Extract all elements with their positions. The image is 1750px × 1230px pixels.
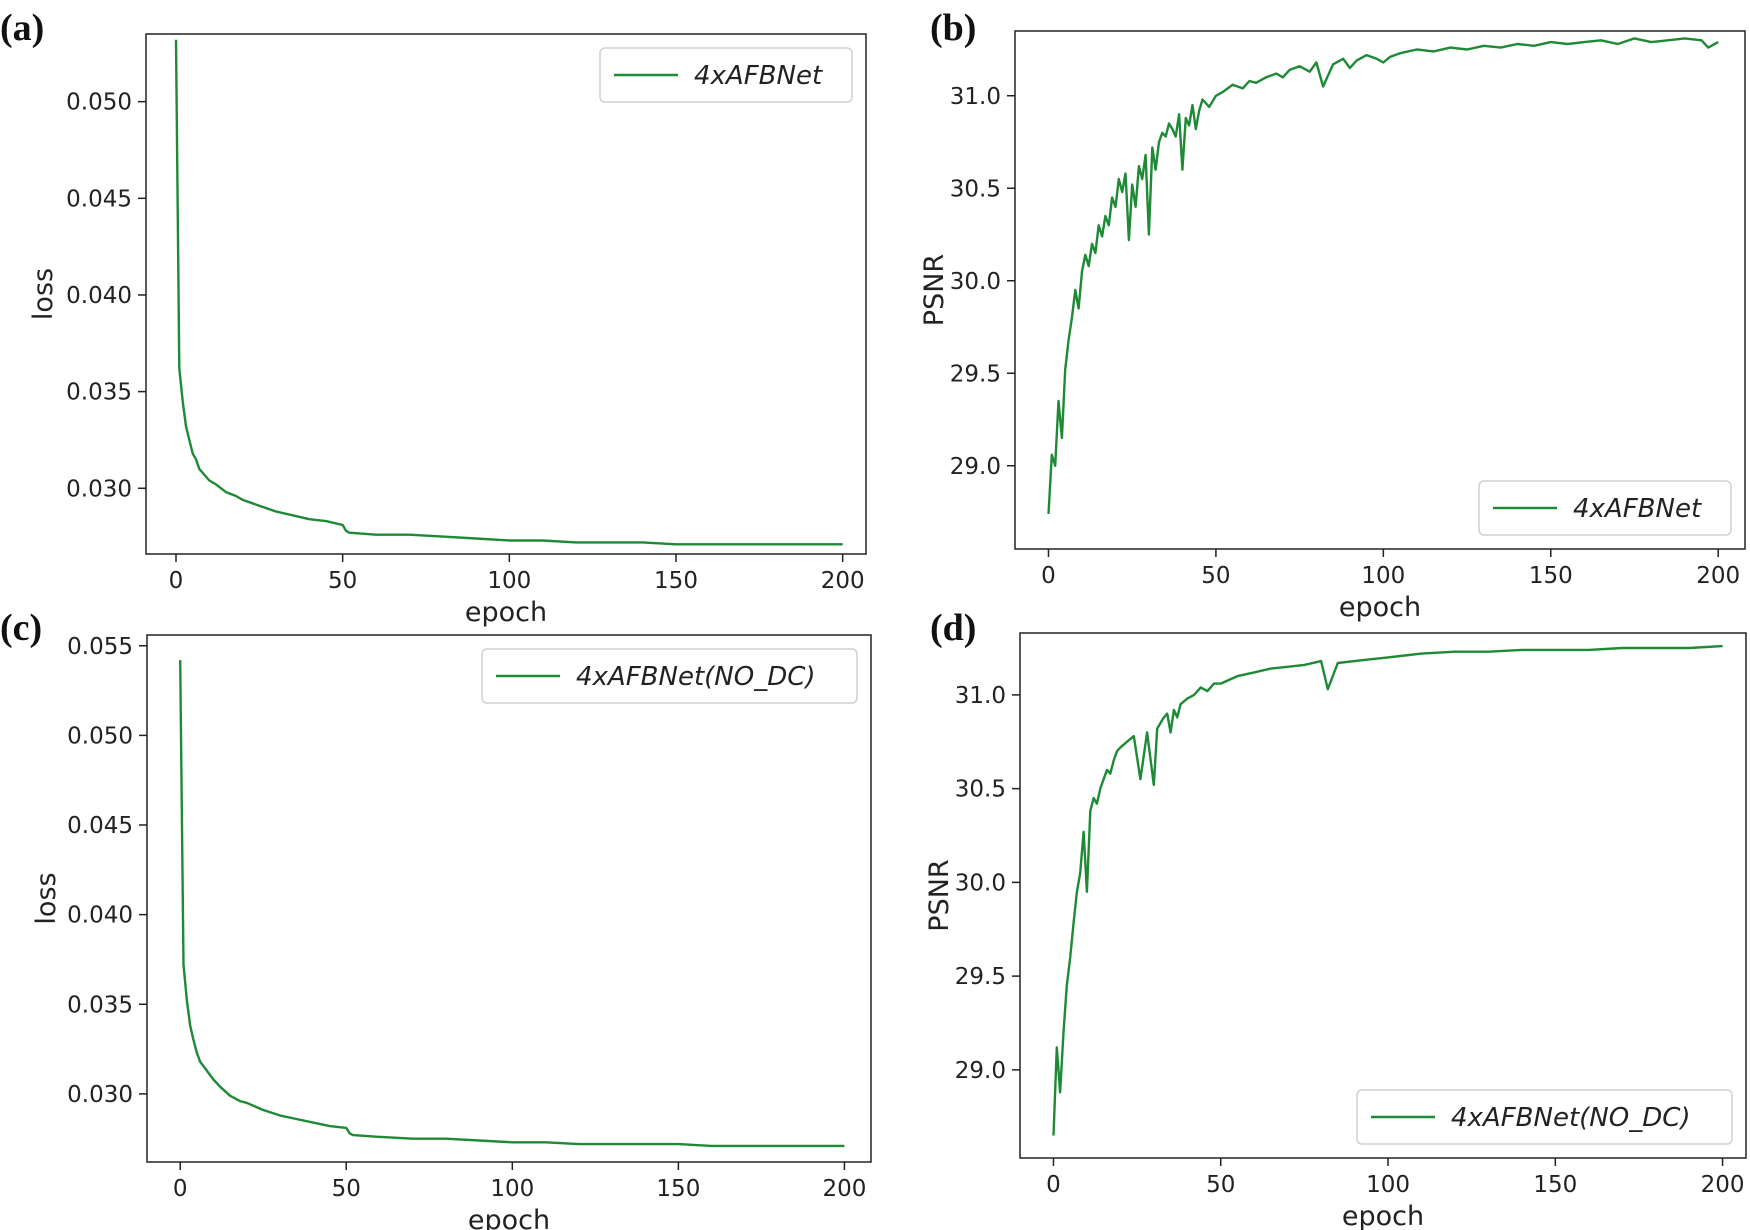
- legend-box: [599, 47, 853, 103]
- series-line-1: [174, 39, 843, 546]
- chart-panel-4: (d) 0 50 100 150 200 29.0 29.5 30.0 30.5 31.0 epoch…: [924, 607, 1747, 1230]
- chart-panel-1: (a) 0 50 100 150 200 0.030 0.035 0.040 0.045 0.050…: [0, 7, 867, 628]
- legend-entry: 4xAFBNet(NO_DC): [1451, 1103, 1691, 1133]
- x-tick-label: 50: [1206, 1172, 1235, 1198]
- x-tick-label: 100: [1366, 1172, 1410, 1198]
- legend: 4xAFBNet(NO_DC): [1356, 1089, 1733, 1145]
- y-tick-label: 0.050: [66, 90, 132, 116]
- legend: 4xAFBNet: [1478, 480, 1732, 536]
- x-axis-label: epoch: [468, 1205, 550, 1230]
- y-tick-label: 0.035: [66, 380, 132, 406]
- legend-entry: 4xAFBNet(NO_DC): [576, 662, 816, 692]
- y-axis-label: loss: [31, 872, 62, 924]
- series-line-1: [1052, 644, 1723, 1136]
- x-tick-label: 200: [1696, 563, 1740, 589]
- y-tick-label: 29.0: [955, 1058, 1006, 1084]
- x-tick-label: 0: [169, 568, 184, 594]
- x-tick-label: 150: [654, 568, 698, 594]
- x-axis-label: epoch: [465, 597, 547, 628]
- y-axis-label: loss: [28, 268, 59, 320]
- plot-frame: [1014, 30, 1746, 550]
- y-tick-label: 0.030: [66, 476, 132, 502]
- plot-frame: [145, 33, 867, 555]
- y-tick-label: 0.030: [67, 1082, 133, 1108]
- x-tick-label: 0: [173, 1176, 188, 1202]
- y-tick-label: 0.040: [66, 283, 132, 309]
- plot-frame: [146, 634, 872, 1163]
- legend-entry: 4xAFBNet: [694, 61, 823, 91]
- x-axis-label: epoch: [1342, 1201, 1424, 1230]
- y-tick-label: 30.5: [950, 176, 1001, 202]
- y-axis-label: PSNR: [924, 859, 955, 931]
- x-tick-label: 100: [490, 1176, 534, 1202]
- x-tick-label: 0: [1041, 563, 1056, 589]
- legend-box: [481, 648, 858, 704]
- y-tick-label: 29.0: [950, 454, 1001, 480]
- y-tick-label: 30.0: [950, 269, 1001, 295]
- panel-label: (c): [0, 607, 42, 649]
- y-tick-label: 30.5: [955, 777, 1006, 803]
- panel-label: (b): [930, 7, 976, 49]
- y-tick-label: 0.045: [66, 186, 132, 212]
- panel-label: (d): [930, 607, 976, 649]
- x-tick-label: 150: [656, 1176, 700, 1202]
- legend: 4xAFBNet(NO_DC): [481, 648, 858, 704]
- y-tick-label: 0.040: [67, 903, 133, 929]
- x-tick-label: 100: [487, 568, 531, 594]
- x-axis-label: epoch: [1339, 592, 1421, 623]
- x-tick-label: 50: [328, 568, 357, 594]
- y-tick-label: 31.0: [955, 683, 1006, 709]
- y-axis-label: PSNR: [919, 254, 950, 326]
- x-tick-label: 200: [822, 1176, 866, 1202]
- x-tick-label: 150: [1533, 1172, 1577, 1198]
- y-tick-label: 0.050: [67, 723, 133, 749]
- x-tick-label: 50: [332, 1176, 361, 1202]
- y-tick-label: 0.055: [67, 634, 133, 660]
- plot-frame: [1019, 632, 1747, 1159]
- x-tick-label: 200: [821, 568, 865, 594]
- y-tick-label: 0.045: [67, 813, 133, 839]
- x-tick-label: 100: [1361, 563, 1405, 589]
- y-tick-label: 29.5: [950, 361, 1001, 387]
- legend: 4xAFBNet: [599, 47, 853, 103]
- y-tick-label: 31.0: [950, 84, 1001, 110]
- series-line-1: [179, 660, 845, 1148]
- y-tick-label: 0.035: [67, 992, 133, 1018]
- legend-box: [1478, 480, 1732, 536]
- x-tick-label: 200: [1701, 1172, 1745, 1198]
- x-tick-label: 0: [1046, 1172, 1061, 1198]
- x-tick-label: 50: [1201, 563, 1230, 589]
- chart-panel-3: (c) 0 50 100 150 200 0.030 0.035 0.040 0.045 0.050…: [0, 607, 872, 1230]
- legend-entry: 4xAFBNet: [1573, 494, 1702, 524]
- legend-box: [1356, 1089, 1733, 1145]
- y-tick-label: 29.5: [955, 964, 1006, 990]
- x-tick-label: 150: [1529, 563, 1573, 589]
- y-tick-label: 30.0: [955, 870, 1006, 896]
- panel-label: (a): [0, 7, 44, 49]
- series-line-1: [1047, 37, 1719, 514]
- chart-panel-2: (b) 0 50 100 150 200 29.0 29.5 30.0 30.5 31.0 epoch…: [919, 7, 1746, 623]
